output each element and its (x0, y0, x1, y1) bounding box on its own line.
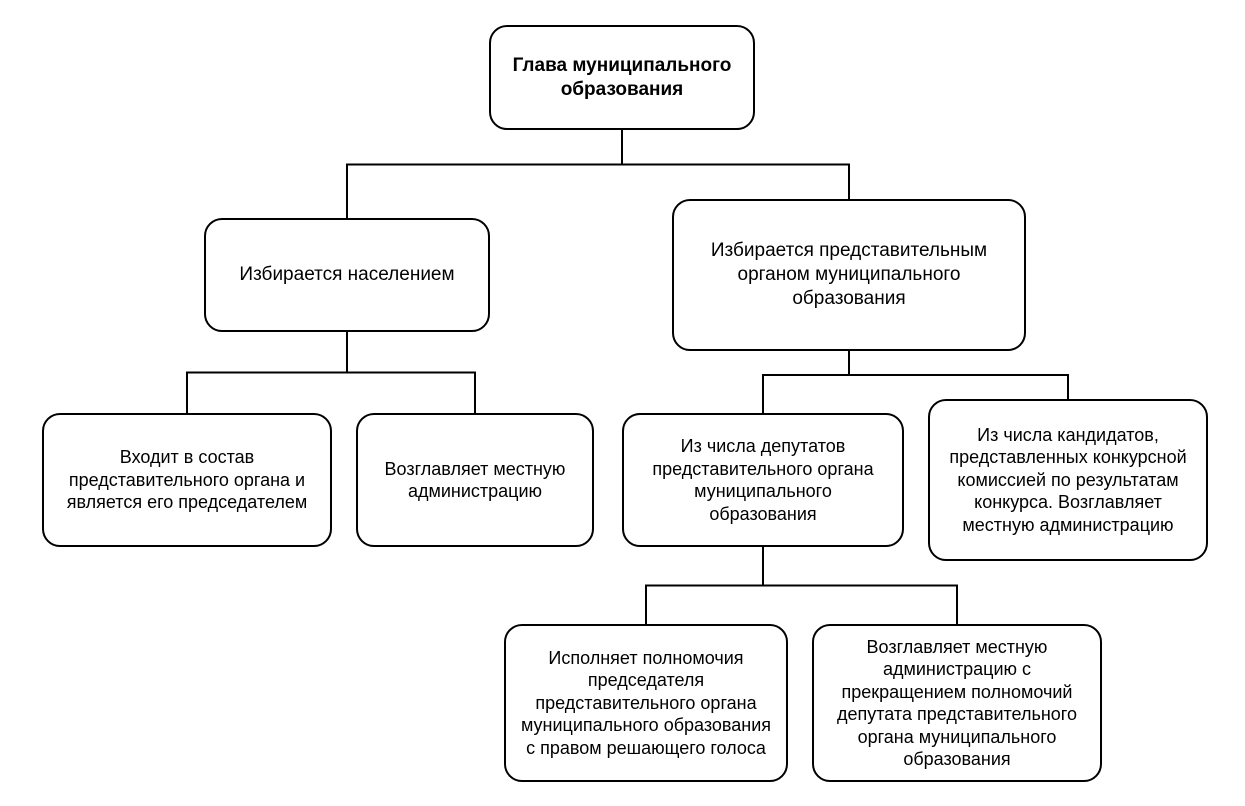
node-label: Возглавляет местную администрацию с прек… (828, 636, 1086, 771)
node-n3: Входит в состав представительного органа… (42, 413, 332, 547)
node-label: Из числа кандидатов, представленных конк… (944, 424, 1192, 537)
node-n5: Из числа депутатов представительного орг… (622, 413, 904, 547)
node-n1: Избирается населением (204, 218, 490, 332)
node-n7: Исполняет полномочия председателя предст… (504, 624, 788, 782)
node-label: Исполняет полномочия председателя предст… (520, 647, 772, 760)
node-label: Глава муниципального образования (505, 54, 739, 102)
node-label: Входит в состав представительного органа… (58, 446, 316, 514)
diagram-canvas: Глава муниципального образования Избирает… (0, 0, 1245, 806)
node-n2: Избирается представительным органом муни… (672, 199, 1026, 351)
node-n4: Возглавляет местную администрацию (356, 413, 594, 547)
node-label: Избирается населением (239, 263, 454, 287)
node-label: Возглавляет местную администрацию (372, 458, 578, 503)
node-label: Избирается представительным органом муни… (688, 239, 1010, 310)
node-n6: Из числа кандидатов, представленных конк… (928, 399, 1208, 561)
node-n8: Возглавляет местную администрацию с прек… (812, 624, 1102, 782)
node-root: Глава муниципального образования (489, 25, 755, 130)
node-label: Из числа депутатов представительного орг… (638, 435, 888, 525)
